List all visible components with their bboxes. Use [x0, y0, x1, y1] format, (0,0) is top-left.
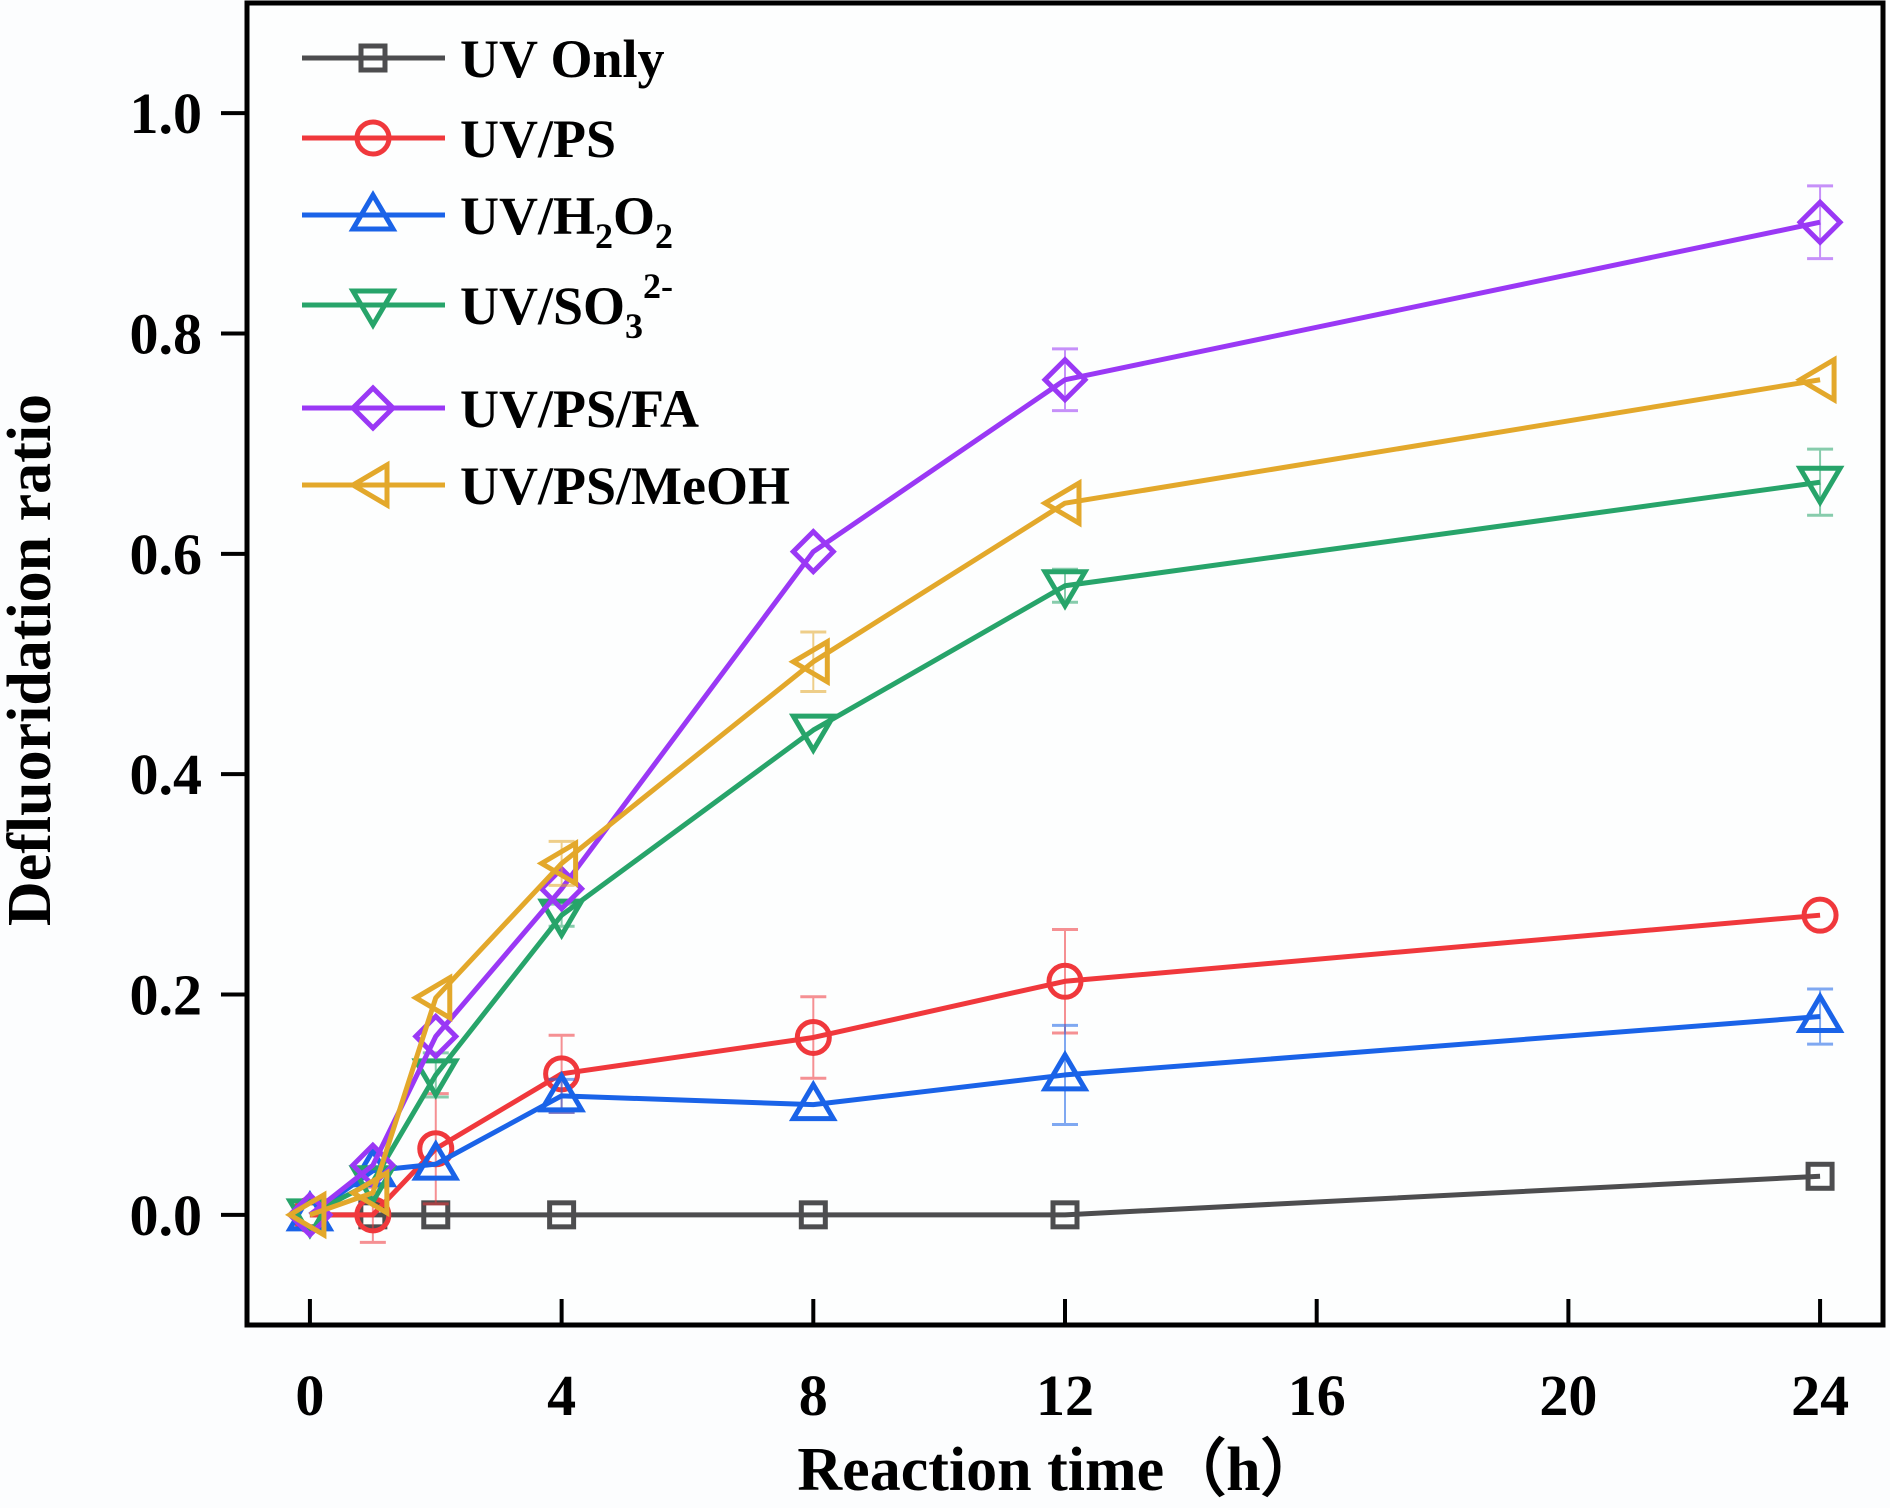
x-axis-title: Reaction time（h） — [797, 1434, 1322, 1504]
x-tick-label: 4 — [547, 1363, 576, 1428]
y-tick-label: 0.8 — [130, 302, 203, 367]
legend-item: UV Only — [302, 29, 665, 89]
data-point — [1796, 198, 1844, 246]
x-tick-label: 24 — [1791, 1363, 1849, 1428]
legend-label: UV/PS/MeOH — [460, 456, 790, 516]
legend-label: UV Only — [460, 29, 665, 89]
x-tick-label: 16 — [1288, 1363, 1346, 1428]
data-point — [537, 1070, 586, 1113]
error-bar — [1052, 1023, 1078, 1126]
legend-label: UV/H2O2 — [460, 186, 673, 256]
error-bar — [548, 839, 575, 887]
legend-label: UV/SO32- — [460, 266, 673, 346]
legend-marker-circle-icon — [354, 119, 392, 157]
data-point — [1041, 356, 1089, 404]
y-tick-label: 0.2 — [130, 963, 203, 1028]
legend-label: UV/PS/FA — [460, 379, 699, 439]
data-point — [347, 1168, 390, 1218]
data-point — [537, 898, 586, 941]
legend: UV Only UV/PS UV/H2O2 UV/SO32- UV/PS/FA UV/PS… — [302, 29, 790, 516]
y-axis-title: Defluoridation ratio — [0, 394, 64, 926]
data-point — [1805, 1161, 1835, 1191]
data-point — [410, 973, 453, 1023]
data-point — [1040, 478, 1082, 528]
data-point — [411, 1139, 461, 1181]
y-tick-label: 1.0 — [130, 81, 203, 146]
data-point — [1795, 991, 1845, 1034]
data-point — [789, 528, 837, 576]
data-point — [1795, 465, 1845, 508]
data-layer — [284, 184, 1845, 1244]
axes-layer: 0 4 8 12 16 20 24 0.0 0.2 0.4 0.6 0.8 1.0 — [130, 81, 1850, 1428]
error-bar — [800, 995, 827, 1080]
data-point — [1040, 569, 1090, 611]
data-point — [788, 713, 838, 756]
data-point — [788, 637, 830, 687]
x-tick-label: 20 — [1539, 1363, 1597, 1428]
data-point — [411, 1058, 461, 1100]
y-tick-label: 0.4 — [130, 742, 203, 807]
legend-marker-triangle-left-icon — [348, 460, 390, 510]
data-point — [1046, 962, 1084, 1000]
x-tick-label: 0 — [295, 1363, 324, 1428]
legend-label: UV/PS — [460, 109, 616, 169]
legend-marker-triangle-down-icon — [348, 288, 398, 330]
data-point — [1050, 1200, 1080, 1230]
data-point — [788, 1079, 838, 1122]
x-tick-label: 8 — [799, 1363, 828, 1428]
x-tick-label: 12 — [1036, 1363, 1094, 1428]
error-bar — [1807, 184, 1834, 261]
data-point — [1795, 355, 1837, 405]
data-point — [794, 1018, 832, 1056]
y-tick-label: 0.0 — [130, 1183, 203, 1248]
legend-item: UV/PS — [302, 109, 616, 169]
data-point — [1040, 1049, 1090, 1092]
series-5 — [284, 355, 1837, 1240]
data-point — [284, 1190, 327, 1240]
legend-marker-diamond-icon — [349, 384, 397, 432]
legend-marker-triangle-up-icon — [348, 190, 398, 232]
data-point — [536, 839, 579, 888]
legend-item: UV/PS/FA — [302, 379, 699, 439]
legend-item: UV/SO32- — [302, 266, 673, 346]
y-tick-label: 0.6 — [130, 522, 203, 587]
error-bar — [800, 630, 827, 694]
data-point — [547, 1200, 577, 1230]
data-point — [798, 1200, 828, 1230]
data-point — [1801, 896, 1839, 934]
legend-item: UV/PS/MeOH — [302, 456, 790, 516]
legend-marker-square-icon — [358, 43, 388, 73]
data-point — [412, 1012, 460, 1060]
legend-item: UV/H2O2 — [302, 186, 673, 256]
